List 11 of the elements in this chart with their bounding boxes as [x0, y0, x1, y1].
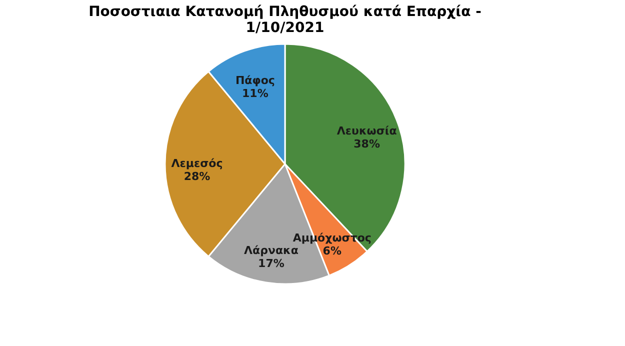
data-label: 38%: [354, 138, 380, 151]
data-label: 6%: [322, 244, 342, 258]
text: Ποσοστιαια Κατανομή Πληθυσμού κατά Επαρχία -: [88, 4, 482, 20]
text: 1/10/2021: [246, 20, 324, 36]
data-label: 11%: [242, 87, 268, 100]
slice-label: Πάφος: [235, 74, 275, 88]
slice-label: Λεμεσός: [171, 157, 223, 170]
slice-label: Λευκωσία: [336, 124, 398, 138]
slice-label: Λάρνακα: [244, 244, 299, 257]
data-label: 28%: [184, 170, 210, 183]
data-label: 17%: [258, 256, 284, 270]
